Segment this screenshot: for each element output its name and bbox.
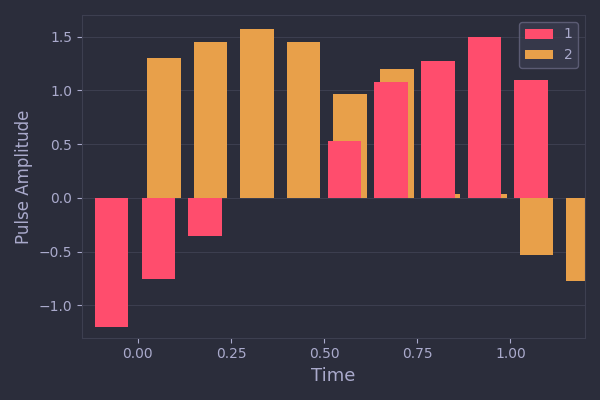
Bar [467, 36, 501, 198]
Bar [514, 80, 548, 198]
Bar [374, 82, 408, 198]
Bar [142, 198, 175, 278]
Bar [147, 58, 181, 198]
Bar [334, 94, 367, 198]
X-axis label: Time: Time [311, 367, 356, 385]
Bar [520, 198, 553, 255]
Bar [473, 194, 507, 198]
Bar [287, 42, 320, 198]
Bar [194, 42, 227, 198]
Bar [566, 198, 600, 281]
Bar [95, 198, 128, 327]
Bar [427, 194, 460, 198]
Bar [188, 198, 221, 236]
Bar [328, 141, 361, 198]
Legend: 1, 2: 1, 2 [519, 22, 578, 68]
Bar [240, 29, 274, 198]
Bar [380, 69, 413, 198]
Bar [421, 61, 455, 198]
Y-axis label: Pulse Amplitude: Pulse Amplitude [15, 109, 33, 244]
